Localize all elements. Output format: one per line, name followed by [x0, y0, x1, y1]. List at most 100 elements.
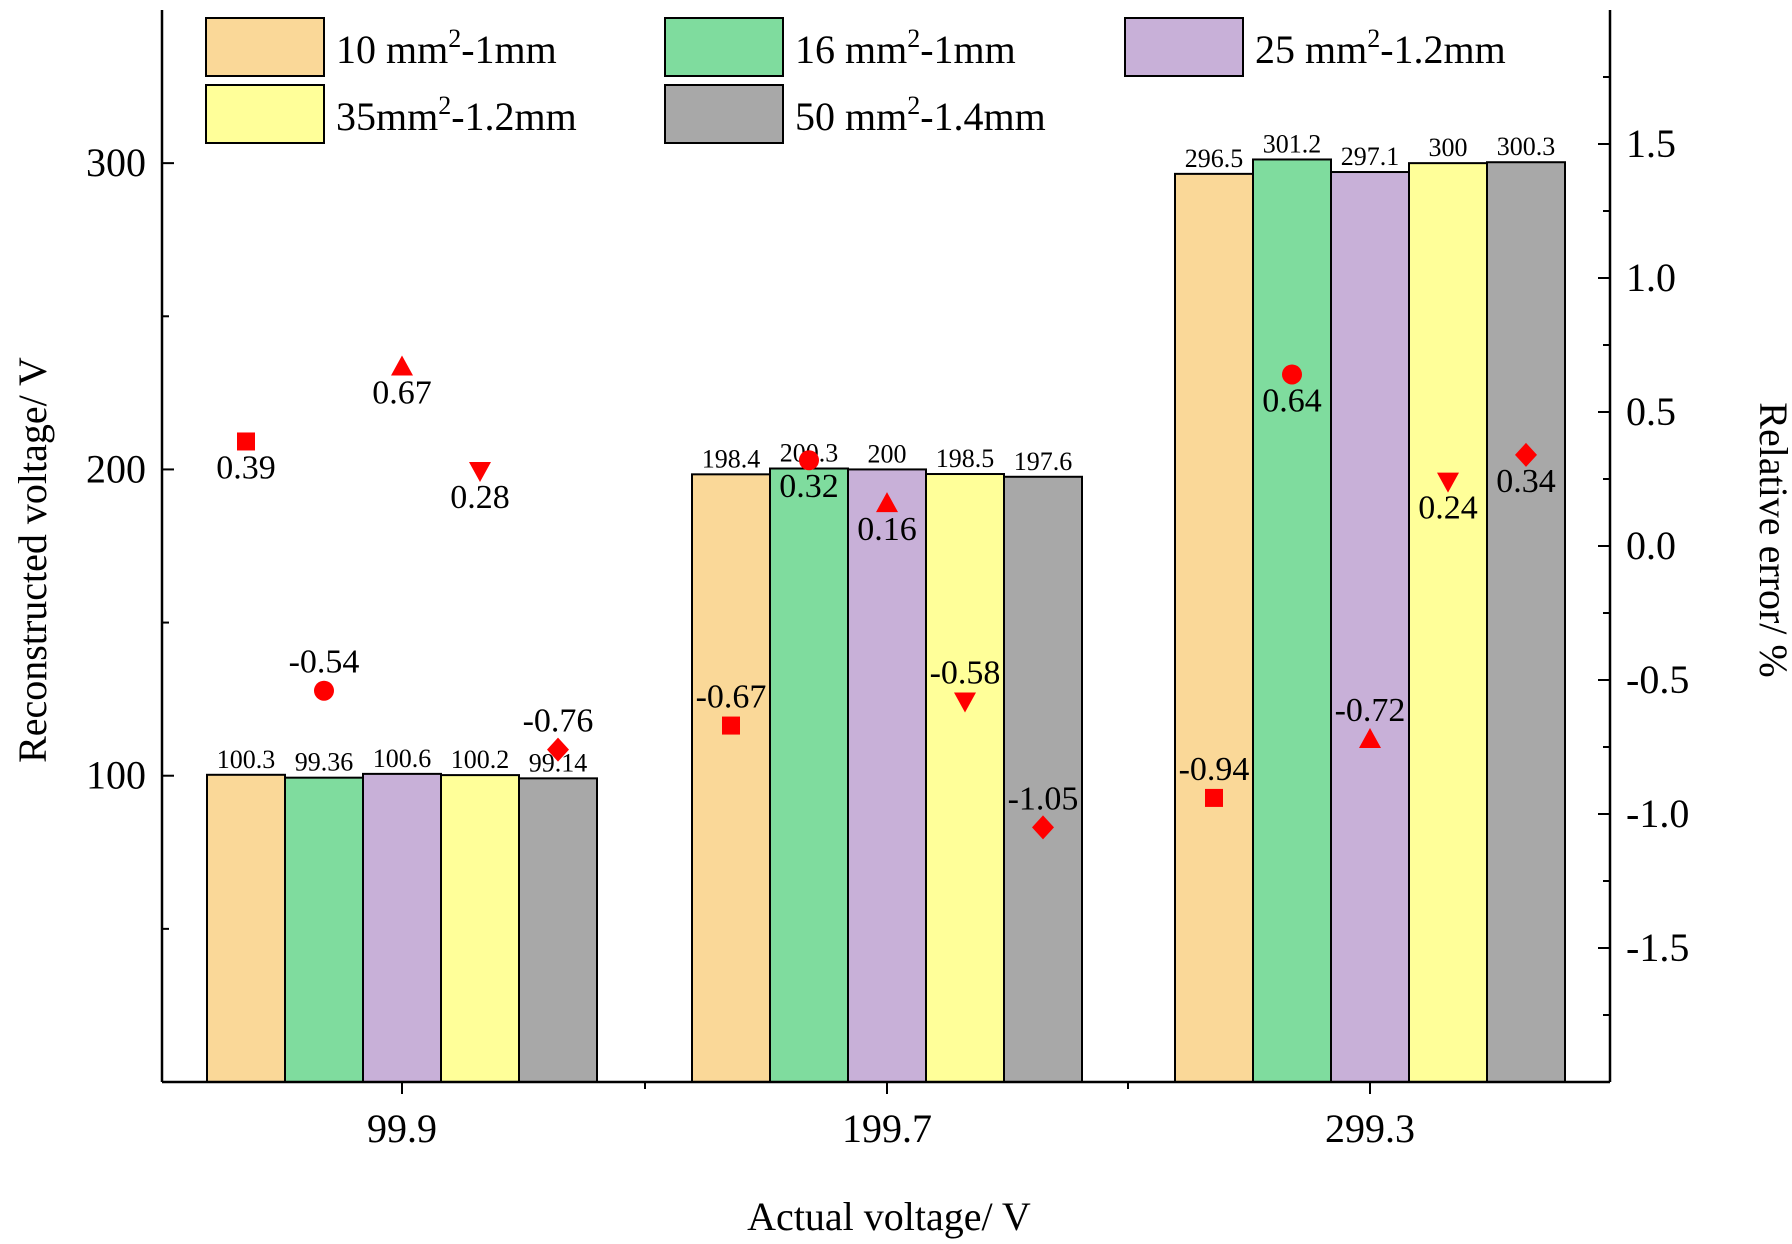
bar [1486, 161, 1566, 1083]
legend-label: 25 mm2-1.2mm [1255, 24, 1506, 72]
error-value-label: -0.76 [523, 703, 594, 740]
y2-tick-label: 1.5 [1626, 121, 1676, 166]
bars-layer: 100.399.36100.6100.299.14198.4200.320019… [206, 129, 1566, 1084]
x-axis-title: Actual voltage/ V [747, 1194, 1031, 1239]
error-value-label: -0.54 [289, 644, 360, 681]
bar [1174, 172, 1254, 1083]
error-marker-triangle-down [469, 461, 491, 482]
error-marker-circle [314, 680, 334, 701]
error-marker-triangle-up [391, 355, 413, 376]
legend-swatch [664, 84, 784, 144]
legend-label-main: 16 mm [795, 27, 907, 72]
y2-tick-label: 0.0 [1626, 523, 1676, 568]
legend-label-superscript: 2 [907, 24, 920, 53]
bar-value-label: 297.1 [1341, 142, 1400, 171]
y-axis-title: Reconstructed voltage/ V [10, 357, 55, 763]
legend-swatch [1124, 17, 1244, 77]
legend-label-superscript: 2 [438, 91, 451, 120]
x-tick-label: 299.3 [1325, 1106, 1415, 1151]
legend-label-rest: -1mm [920, 27, 1016, 72]
bar [691, 473, 771, 1083]
bar [440, 774, 520, 1083]
bar-value-label: 301.2 [1263, 129, 1322, 158]
bar [206, 773, 286, 1083]
legend-label-superscript: 2 [907, 91, 920, 120]
legend-label-rest: -1.2mm [451, 94, 577, 139]
y-tick-label: 300 [86, 140, 146, 185]
y2-axis-title: Relative error/ % [1751, 402, 1792, 677]
y2-tick-label: -1.0 [1626, 791, 1689, 836]
error-marker-circle [1282, 364, 1302, 385]
legend-label-main: 35mm [336, 94, 438, 139]
bar [847, 468, 927, 1083]
error-marker-triangle-up [1359, 727, 1381, 748]
bar-value-label: 100.6 [373, 744, 432, 773]
error-value-label: 0.67 [372, 374, 432, 411]
error-marker-square [237, 432, 255, 451]
error-marker-diamond [547, 737, 569, 762]
y2-tick-label: 1.0 [1626, 255, 1676, 300]
legend-label-main: 50 mm [795, 94, 907, 139]
error-value-label: -0.67 [696, 679, 767, 716]
error-marker-circle [799, 450, 819, 471]
legend-label: 10 mm2-1mm [336, 24, 557, 72]
bar [362, 772, 442, 1084]
legend-swatch [205, 17, 325, 77]
bar-value-label: 300.3 [1497, 132, 1556, 161]
error-marker-diamond [1515, 442, 1537, 467]
error-marker-diamond [1032, 815, 1054, 840]
legend-label: 35mm2-1.2mm [336, 91, 577, 139]
error-value-label: -1.05 [1008, 780, 1079, 817]
bar-value-label: 200 [868, 439, 907, 468]
error-value-label: 0.28 [450, 479, 510, 516]
bar [284, 776, 364, 1083]
error-value-label: 0.64 [1262, 382, 1322, 419]
error-value-label: 0.34 [1496, 463, 1556, 500]
bar [1408, 162, 1488, 1083]
x-tick-label: 199.7 [842, 1106, 932, 1151]
bar-value-label: 300 [1429, 133, 1468, 162]
y2-tick-label: 0.5 [1626, 389, 1676, 434]
error-marker-square [722, 716, 740, 735]
bar [1252, 158, 1332, 1084]
bar [518, 777, 598, 1083]
bar [925, 473, 1005, 1084]
error-value-label: 0.16 [857, 511, 917, 548]
error-marker-triangle-up [876, 492, 898, 513]
y-tick-label: 200 [86, 446, 146, 491]
bar [769, 467, 849, 1083]
bar-value-label: 198.5 [936, 444, 995, 473]
legend-label-rest: -1.4mm [920, 94, 1046, 139]
legend-label: 16 mm2-1mm [795, 24, 1016, 72]
y2-tick-label: -1.5 [1626, 925, 1689, 970]
error-value-label: -0.94 [1179, 751, 1250, 788]
legend: 10 mm2-1mm 16 mm2-1mm 25 mm2-1.2mm35mm2-1.… [205, 17, 1506, 144]
error-marker-square [1205, 788, 1223, 807]
error-value-label: -0.72 [1335, 692, 1406, 729]
bar-value-label: 100.2 [451, 745, 510, 774]
legend-label-main: 25 mm [1255, 27, 1367, 72]
bar-value-label: 296.5 [1185, 144, 1244, 173]
legend-label-main: 10 mm [336, 27, 448, 72]
legend-label-superscript: 2 [1367, 24, 1380, 53]
error-value-label: 0.24 [1418, 490, 1478, 527]
error-value-label: 0.32 [779, 468, 839, 505]
legend-label-superscript: 2 [448, 24, 461, 53]
error-marker-triangle-down [1437, 472, 1459, 493]
bar-value-label: 99.36 [295, 748, 354, 777]
y2-tick-label: -0.5 [1626, 657, 1689, 702]
y-tick-label: 100 [86, 753, 146, 798]
bar-value-label: 100.3 [217, 745, 276, 774]
bar-value-label: 198.4 [702, 444, 761, 473]
legend-label: 50 mm2-1.4mm [795, 91, 1046, 139]
bar-value-label: 197.6 [1014, 447, 1073, 476]
axes-layer: 100 200 300 -1.5 -1.0 -0.5 0.0 0.5 1.0 1.5 99.9 199… [86, 10, 1689, 1151]
x-tick-label: 99.9 [367, 1106, 437, 1151]
error-value-label: 0.39 [216, 449, 276, 486]
error-markers-layer: 0.39 -0.54 0.67 0.28 -0.76 -0.67 0.32 0.16 -0.58… [216, 355, 1556, 840]
legend-swatch [664, 17, 784, 77]
legend-label-rest: -1mm [461, 27, 557, 72]
error-marker-triangle-down [954, 692, 976, 713]
legend-swatch [205, 84, 325, 144]
